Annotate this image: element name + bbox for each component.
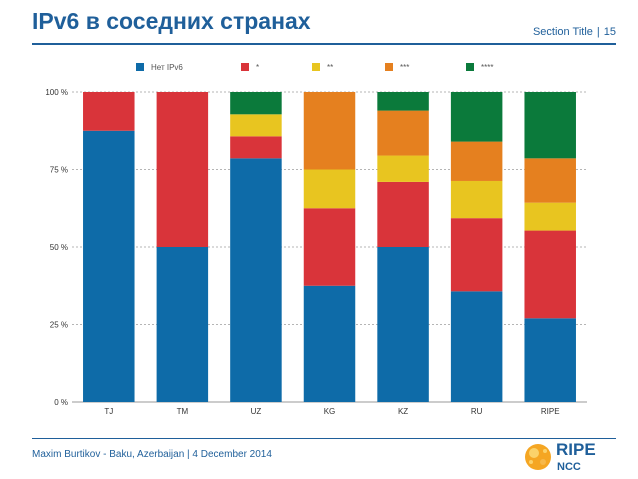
- legend-label: ***: [400, 63, 409, 72]
- legend-label: **: [327, 63, 333, 72]
- bar-segment: [377, 247, 429, 402]
- bar-segment: [524, 230, 576, 319]
- bar-segment: [230, 136, 282, 159]
- header-divider: [32, 43, 616, 45]
- bar-segment: [450, 92, 503, 142]
- footer-divider: [32, 438, 616, 439]
- legend-label: *: [256, 63, 259, 72]
- bar-segment: [450, 218, 503, 292]
- x-tick-label: RIPE: [541, 407, 560, 416]
- y-tick-label: 25 %: [50, 321, 68, 330]
- bar-segment: [303, 285, 356, 402]
- legend-swatch: [241, 63, 249, 71]
- bar-segment: [303, 208, 356, 286]
- legend-swatch: [385, 63, 393, 71]
- bar-segment: [83, 92, 135, 131]
- bar-segment: [524, 158, 576, 203]
- bar-segment: [230, 114, 282, 137]
- x-tick-label: RU: [471, 407, 483, 416]
- footer-text: Maxim Burtikov - Baku, Azerbaijan | 4 De…: [32, 449, 272, 460]
- bar-segment: [450, 291, 503, 402]
- bar-segment: [377, 92, 429, 111]
- bar-segment: [450, 180, 503, 219]
- bar-segment: [524, 92, 576, 159]
- bar-segment: [377, 110, 429, 156]
- x-tick-label: UZ: [251, 407, 262, 416]
- y-tick-label: 100 %: [45, 88, 68, 97]
- x-tick-label: KZ: [398, 407, 408, 416]
- page-number: 15: [603, 26, 616, 38]
- logo-ripe-text: RIPE: [556, 440, 596, 459]
- bar-segment: [156, 247, 209, 402]
- y-tick-label: 75 %: [50, 166, 68, 175]
- legend-swatch: [136, 63, 144, 71]
- legend-label: ****: [481, 63, 493, 72]
- page-title: IPv6 в соседних странах: [32, 8, 311, 34]
- bar-segment: [303, 92, 356, 170]
- section-title: Section Title: [532, 26, 593, 38]
- bar-segment: [230, 92, 282, 115]
- y-tick-label: 0 %: [54, 398, 68, 407]
- bar-segment: [450, 141, 503, 181]
- bar-segment: [303, 169, 356, 209]
- bar-segment: [524, 318, 576, 402]
- section-header: Section Title | 15: [533, 26, 616, 38]
- bar-segment: [524, 202, 576, 231]
- bar-segment: [377, 155, 429, 182]
- x-tick-label: KG: [324, 407, 336, 416]
- ripe-ncc-logo: RIPE NCC: [525, 440, 596, 473]
- y-tick-label: 50 %: [50, 243, 68, 252]
- legend-swatch: [312, 63, 320, 71]
- bar-segment: [377, 181, 429, 247]
- logo-ncc-text: NCC: [557, 461, 581, 473]
- section-separator: |: [596, 26, 600, 38]
- bar-segment: [83, 130, 135, 402]
- bar-segment: [230, 158, 282, 402]
- legend-swatch: [466, 63, 474, 71]
- ripe-ncc-globe-icon: [525, 444, 551, 470]
- x-tick-label: TJ: [104, 407, 113, 416]
- x-tick-label: TM: [177, 407, 189, 416]
- bar-segment: [156, 92, 209, 247]
- legend-label: Нет IPv6: [151, 63, 183, 72]
